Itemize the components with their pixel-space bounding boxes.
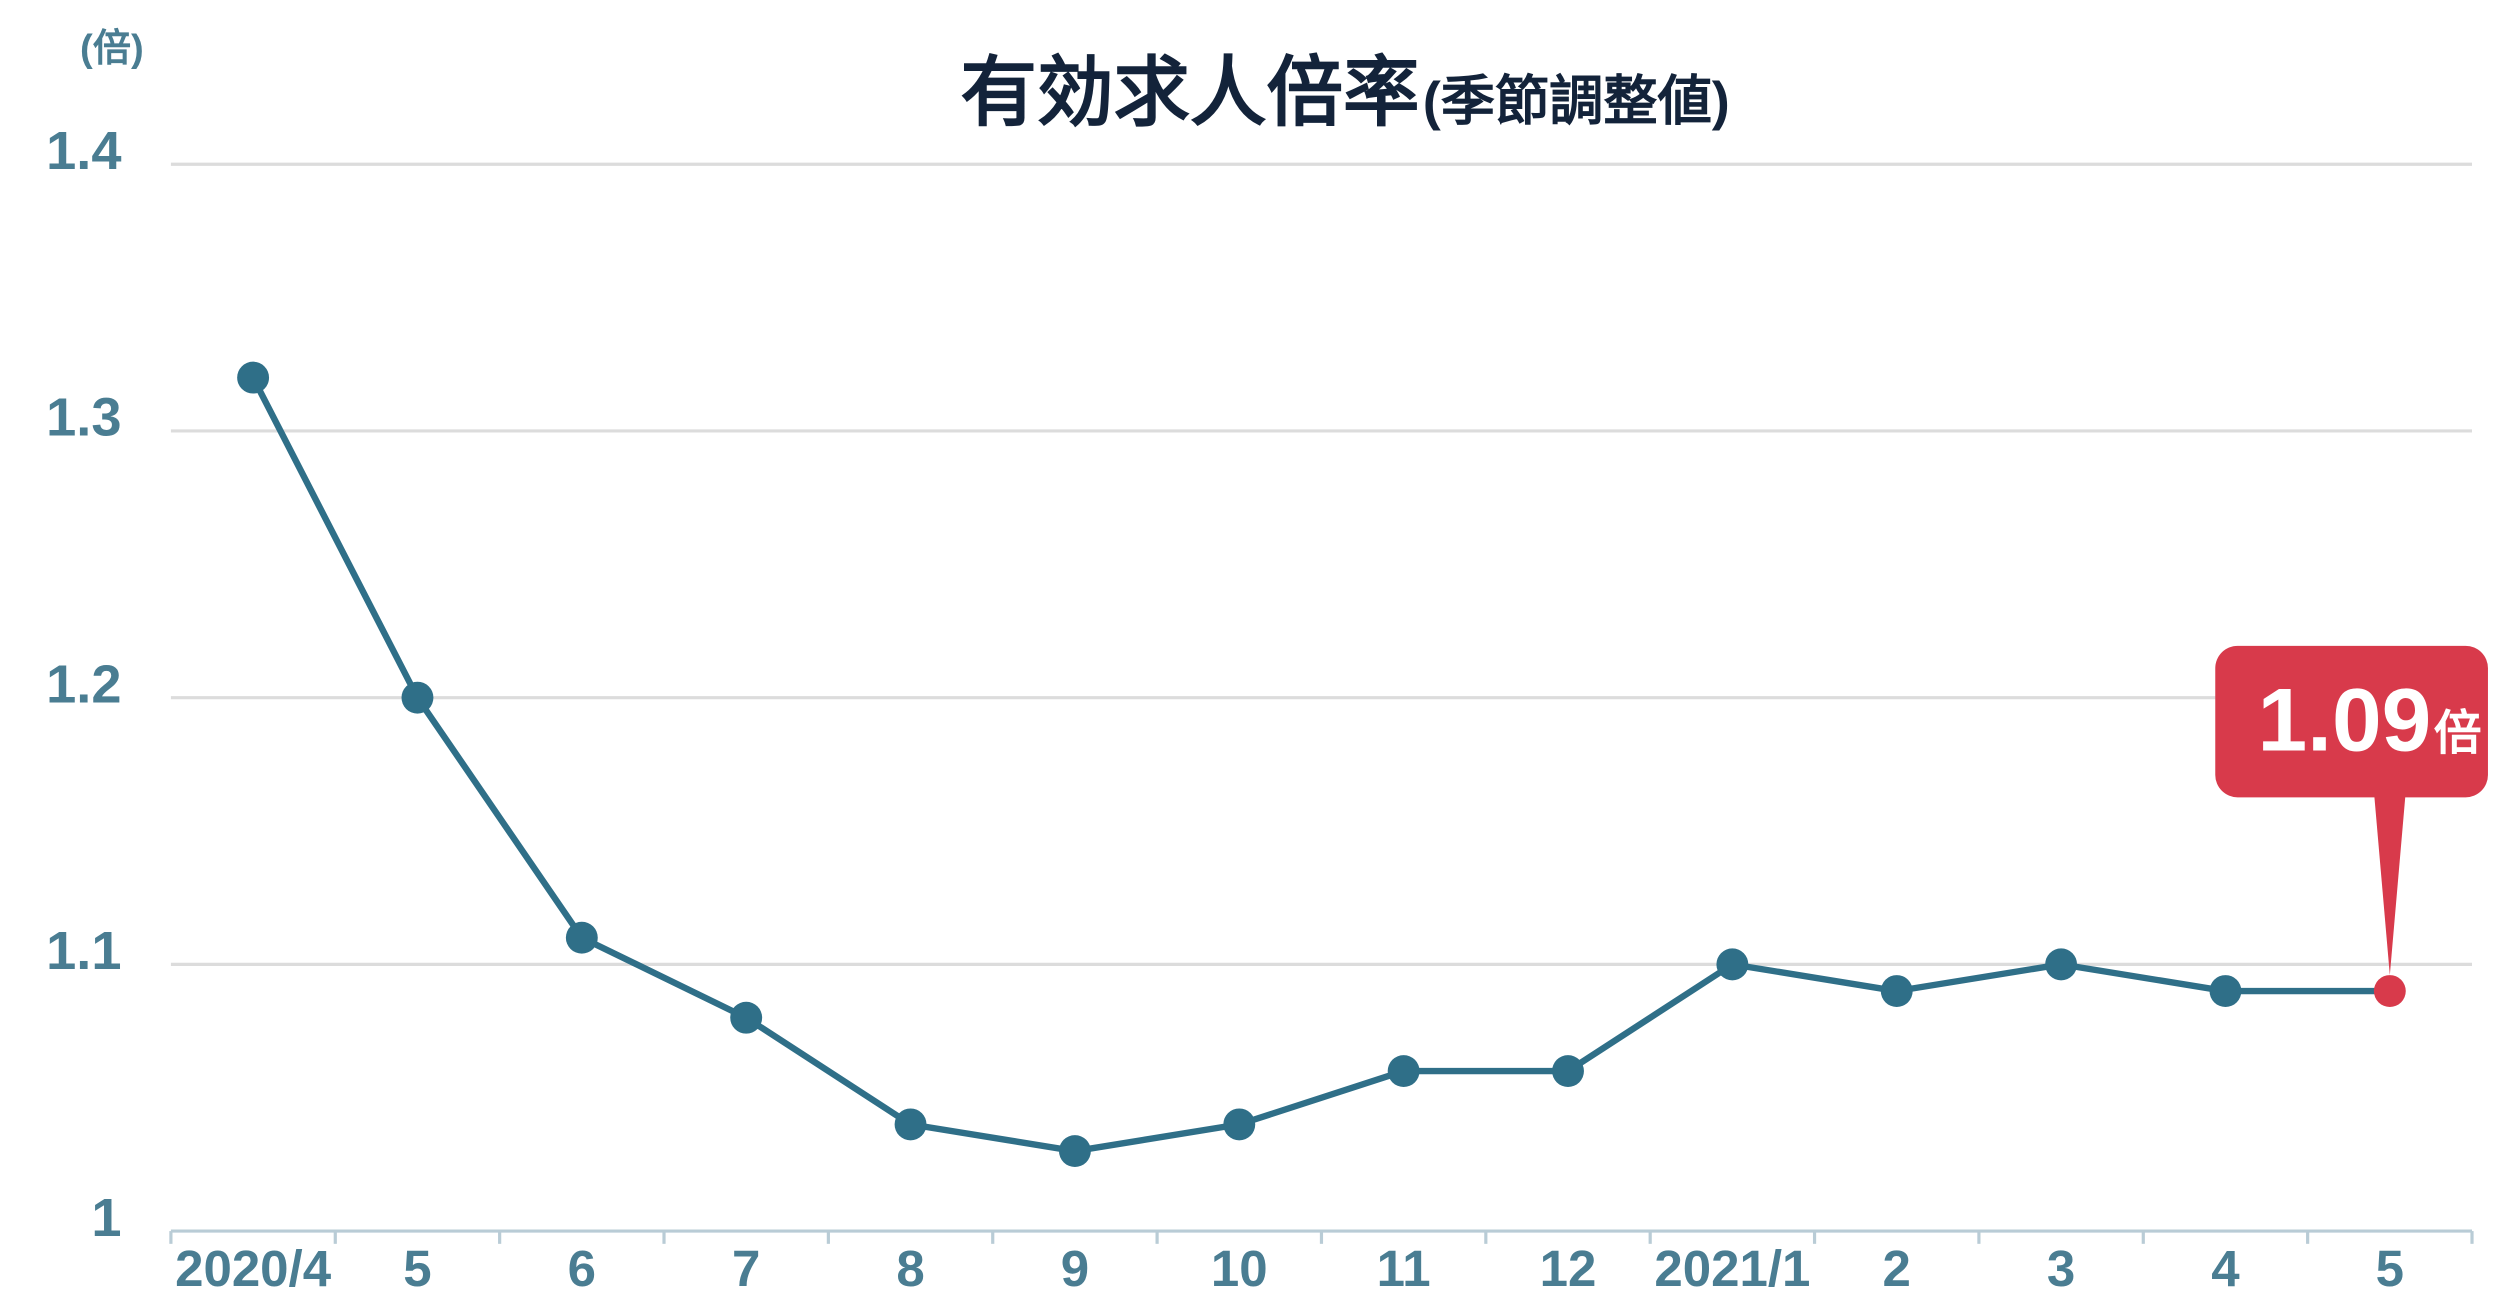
x-tick-label: 7 <box>732 1240 760 1297</box>
chart-title: 有効求人倍率 <box>960 51 1419 136</box>
y-tick-label: 1.3 <box>46 388 121 448</box>
data-point <box>1387 1055 1420 1088</box>
callout-value: 1.09 <box>2258 670 2432 770</box>
data-point <box>237 361 270 394</box>
x-tick-label: 3 <box>2047 1240 2075 1297</box>
y-tick-label: 1.1 <box>46 921 121 981</box>
x-tick-label: 11 <box>1377 1240 1431 1297</box>
data-point <box>2045 948 2078 981</box>
data-point <box>401 681 434 714</box>
data-point <box>894 1108 927 1141</box>
x-tick-label: 2020/4 <box>175 1240 332 1297</box>
x-tick-label: 6 <box>568 1240 596 1297</box>
data-point <box>730 1001 763 1034</box>
data-point <box>1880 975 1913 1007</box>
data-point <box>1552 1055 1584 1088</box>
x-tick-label: 5 <box>403 1240 431 1297</box>
x-tick-label: 8 <box>896 1240 924 1297</box>
callout-unit: 倍 <box>2434 707 2482 760</box>
callout-box <box>2215 645 2488 798</box>
callout: 1.09 倍 <box>2215 645 2488 976</box>
x-tick-label: 5 <box>2376 1240 2404 1297</box>
y-tick-label: 1.4 <box>46 121 121 181</box>
x-tick-label: 10 <box>1211 1240 1268 1297</box>
x-tick-label: 4 <box>2211 1240 2240 1297</box>
data-point <box>2209 975 2242 1007</box>
data-point <box>1223 1108 1256 1141</box>
y-tick-label: 1 <box>91 1188 121 1248</box>
chart-subtitle: (季節調整値) <box>1423 72 1730 132</box>
data-point <box>1716 948 1749 981</box>
callout-pointer <box>2373 790 2406 976</box>
x-tick-label: 2021/1 <box>1654 1240 1810 1297</box>
y-unit-label: (倍) <box>80 27 144 70</box>
data-point <box>1058 1135 1091 1168</box>
highlight-point <box>2373 975 2406 1007</box>
x-tick-label: 12 <box>1540 1240 1597 1297</box>
x-tick-label: 9 <box>1061 1240 1089 1297</box>
data-point <box>565 921 598 954</box>
data-line <box>250 376 2390 1155</box>
y-tick-label: 1.2 <box>46 654 121 714</box>
x-tick-label: 2 <box>1883 1240 1911 1297</box>
